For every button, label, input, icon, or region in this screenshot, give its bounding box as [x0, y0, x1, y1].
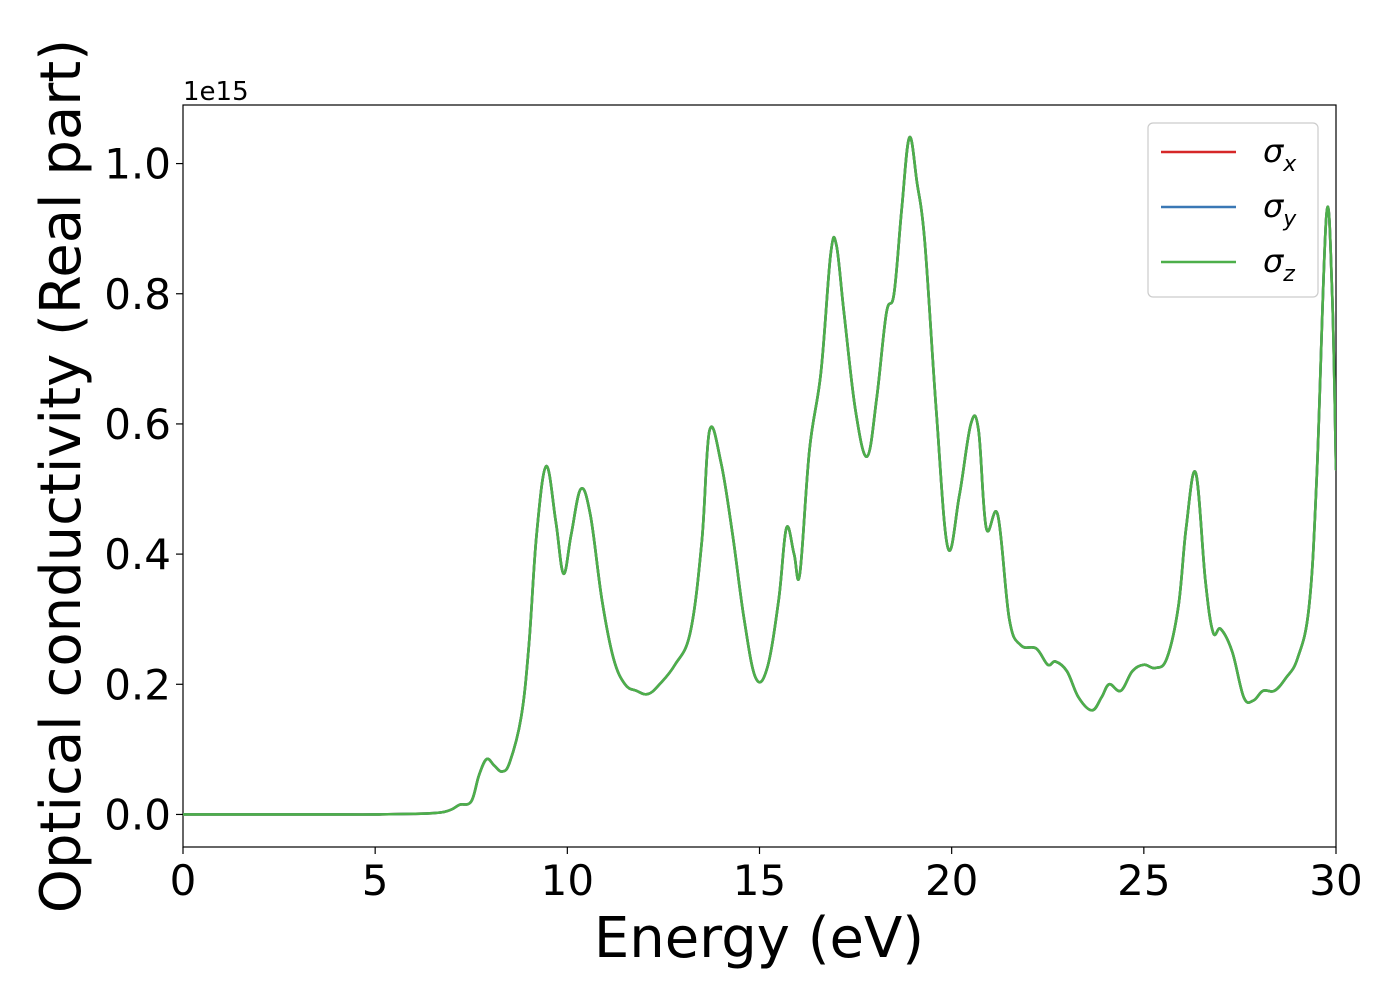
y-tick-label: 1.0: [104, 140, 171, 189]
x-axis-label: Energy (eV): [594, 906, 924, 971]
y-axis-ticks: 0.0 0.2 0.4 0.6 0.8 1.0: [104, 140, 183, 839]
series-layer: [183, 136, 1336, 816]
legend: σx σy σz: [1147, 122, 1319, 298]
x-axis-ticks: 0 5 10 15 20 25 30: [170, 847, 1363, 905]
legend-label-z: σz: [1263, 242, 1295, 287]
x-tick-label: 15: [733, 856, 786, 905]
legend-box: [1147, 122, 1319, 298]
x-tick-label: 30: [1309, 856, 1362, 905]
y-axis-label: Optical conductivity (Real part): [29, 39, 94, 913]
x-tick-label: 20: [925, 856, 978, 905]
series-line-z: [183, 136, 1336, 816]
y-offset-label: 1e15: [183, 77, 249, 107]
x-tick-label: 25: [1117, 856, 1170, 905]
y-tick-label: 0.0: [104, 790, 171, 839]
x-tick-label: 10: [541, 856, 594, 905]
legend-label-x: σx: [1263, 132, 1297, 177]
x-tick-label: 5: [362, 856, 389, 905]
x-tick-label: 0: [170, 856, 197, 905]
legend-label-y: σy: [1263, 187, 1297, 232]
y-tick-label: 0.2: [104, 660, 171, 709]
y-tick-label: 0.6: [104, 400, 171, 449]
y-tick-label: 0.4: [104, 530, 171, 579]
y-tick-label: 0.8: [104, 270, 171, 319]
